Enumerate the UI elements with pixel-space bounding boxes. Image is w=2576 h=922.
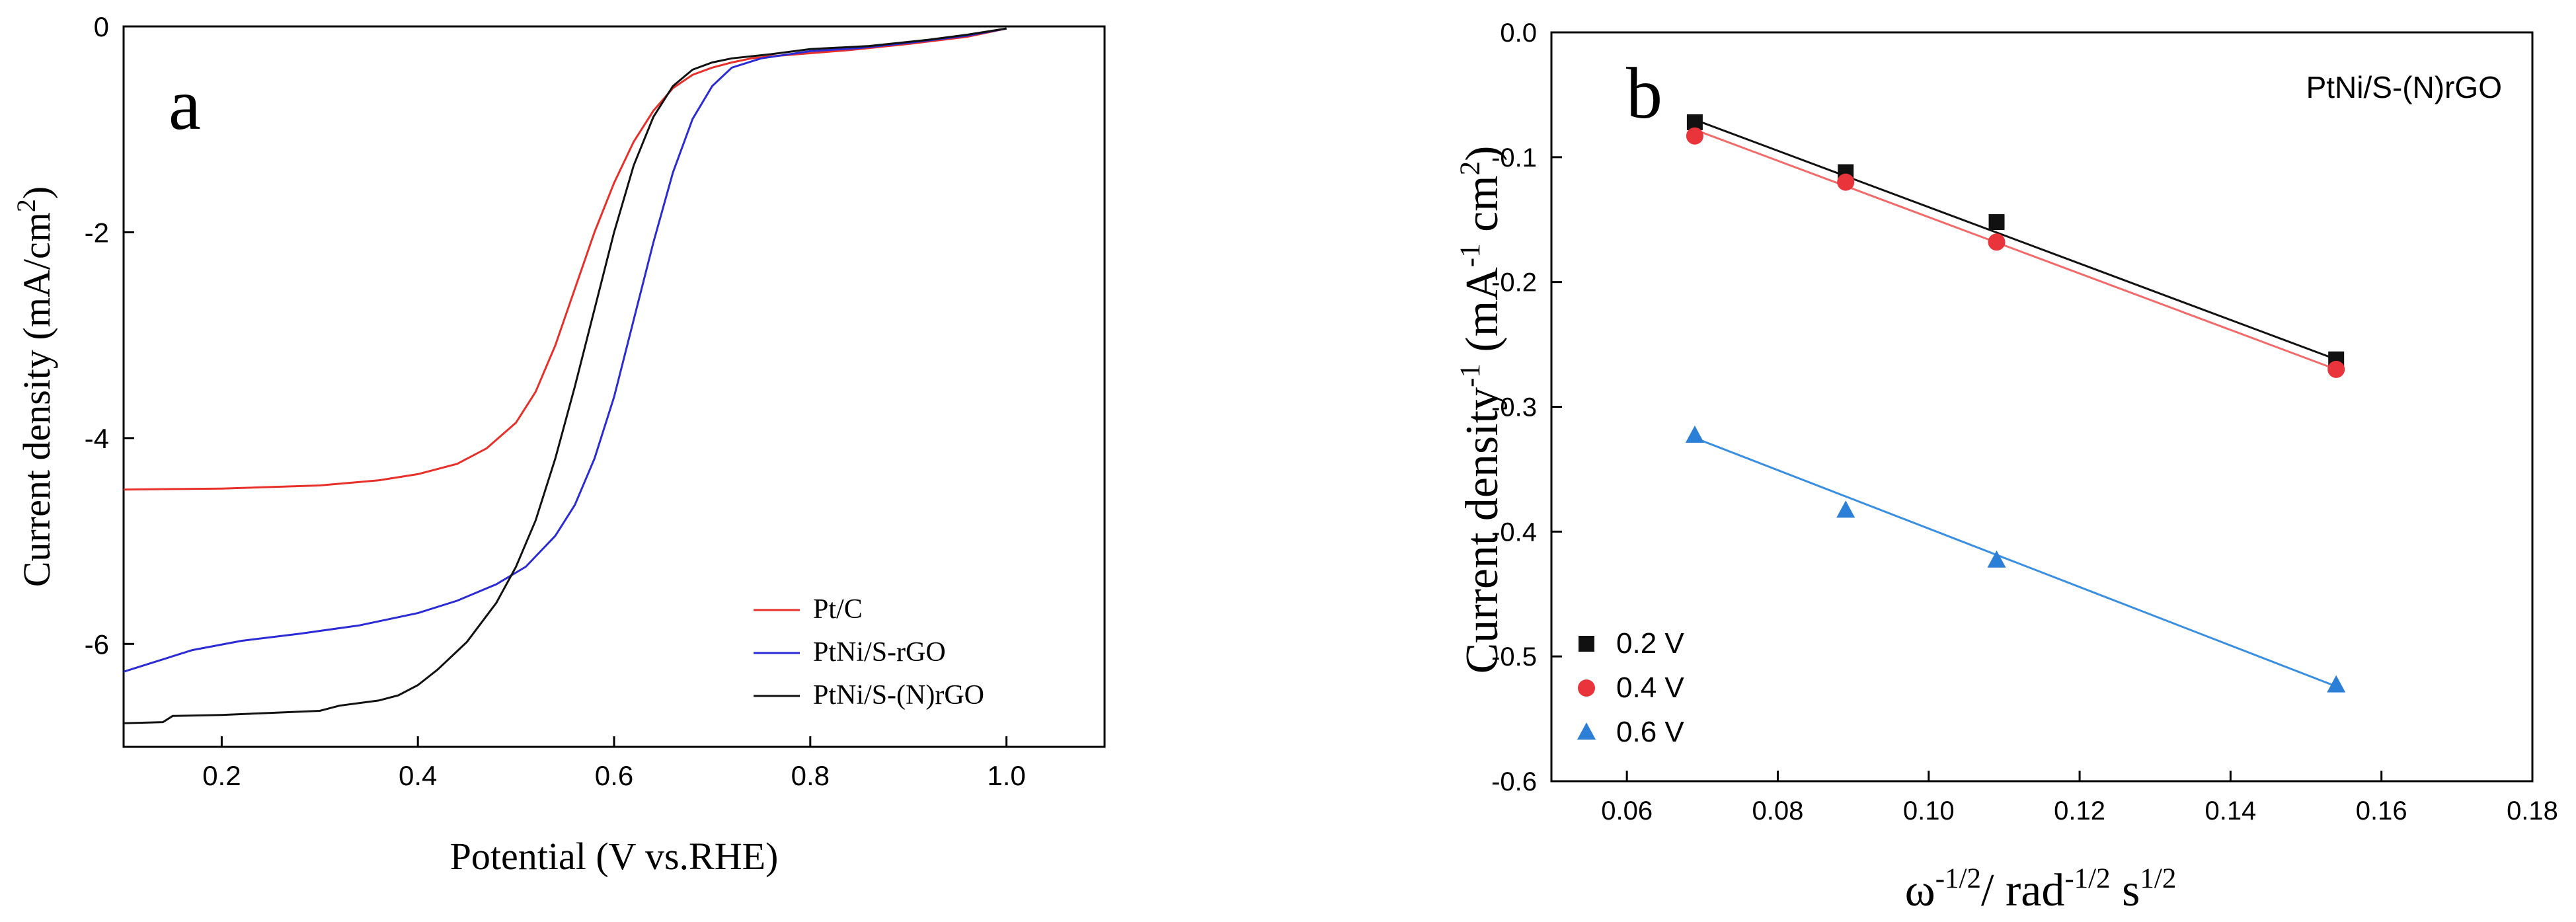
panel-b-data-point-3 <box>1987 550 2006 568</box>
panel-b-y-tick-label: -0.1 <box>1491 143 1537 173</box>
axis-label-part: (mA <box>1457 267 1508 364</box>
panel-b-legend-marker <box>1578 679 1595 697</box>
panel-b-y-tick-label: -0.6 <box>1491 767 1537 796</box>
panel-b-y-tick-label: -0.4 <box>1491 518 1537 547</box>
axis-label-part: 2 <box>1455 161 1486 176</box>
panel-b-ticks: 0.06 0.08 0.10 0.12 0.14 0.16 0.18 0.0 -0.1 -0.2 -… <box>1491 19 2558 826</box>
axis-label-part: -1/2 <box>2064 863 2110 894</box>
axis-label-part: -1 <box>1455 243 1486 267</box>
panel-a-series-line-1 <box>123 27 1007 491</box>
panel-a-y-tick-label: -4 <box>85 423 109 454</box>
panel-b-y-tick-label: -0.5 <box>1491 642 1537 672</box>
panel-b-x-tick-label: 0.16 <box>2356 796 2407 826</box>
panel-a-y-axis-label-tail: ) <box>15 186 58 199</box>
panel-a-x-tick-label: 0.6 <box>595 760 633 791</box>
panel-b-data-point-3 <box>2327 675 2346 693</box>
panel-b-annotation: PtNi/S-(N)rGO <box>2306 70 2502 104</box>
panel-a-y-tick-label: -6 <box>85 629 109 660</box>
axis-label-part: 1/2 <box>2140 863 2176 894</box>
panel-a-x-tick-label: 0.2 <box>202 760 241 791</box>
panel-b-x-tick-label: 0.10 <box>1903 796 1955 826</box>
panel-a-series-line-3 <box>123 27 1007 724</box>
panel-b-legend-label: 0.6 V <box>1616 716 1684 748</box>
panel-a-legend-label: PtNi/S-(N)rGO <box>813 680 984 711</box>
panel-a-y-axis-label: Current density (mA/cm2) <box>11 186 58 587</box>
panel-b-x-tick-label: 0.14 <box>2205 796 2256 826</box>
panel-a-chart: 0.2 0.4 0.6 0.8 1.0 0 -2 -4 -6 a Potential (V vs… <box>11 11 1106 878</box>
panel-b-y-axis-label: Current density-1 (mA-1 cm2) <box>1455 146 1508 674</box>
panel-b-y-tick-label: -0.3 <box>1491 393 1537 422</box>
panel-a-y-axis-label-sup: 2 <box>11 199 41 212</box>
panel-b-series <box>1685 114 2346 693</box>
panel-b-legend-label: 0.4 V <box>1616 672 1684 704</box>
axis-label-part: cm <box>1457 175 1508 243</box>
axis-label-part: Current density <box>1457 387 1508 674</box>
panel-b-chart: 0.06 0.08 0.10 0.12 0.14 0.16 0.180.0-0.1-0.2-… <box>1455 19 2558 916</box>
panel-b-legend: 0.2 V 0.4 V 0.6 V <box>1577 627 1684 748</box>
panel-a-legend-label: Pt/C <box>813 594 863 625</box>
axis-label-part: ω <box>1905 865 1935 916</box>
panel-b-data-point-2 <box>2327 360 2345 378</box>
panel-a-legend-label: PtNi/S-rGO <box>813 637 946 668</box>
panel-b-x-tick-label: 0.08 <box>1752 796 1804 826</box>
panel-b-fit-line-3 <box>1694 437 2337 687</box>
panel-a-series-line-2 <box>123 27 1007 673</box>
panel-a-plot-frame <box>122 25 1106 748</box>
axis-label-part: ) <box>1457 146 1508 161</box>
panel-b-data-point-3 <box>1836 500 1855 518</box>
panel-b-data-point-3 <box>1685 425 1704 443</box>
axis-label-part: -1/2 <box>1935 863 1981 894</box>
panel-b-x-tick-label: 0.12 <box>2054 796 2105 826</box>
panel-b-fit-line-2 <box>1694 128 2337 371</box>
panel-b-x-tick-label: 0.18 <box>2507 796 2558 826</box>
panel-b-legend-label: 0.2 V <box>1616 627 1684 660</box>
axis-label-part: s <box>2111 865 2140 916</box>
panel-a-label: a <box>169 64 201 145</box>
panel-b-data-point-2 <box>1988 233 2006 251</box>
panel-a-x-tick-label: 0.4 <box>399 760 437 791</box>
panel-a-x-tick-label: 0.8 <box>791 760 830 791</box>
axis-label-part: -1 <box>1455 364 1486 387</box>
panel-a-x-axis-label: Potential (V vs.RHE) <box>450 835 779 878</box>
panel-a-y-tick-label: -2 <box>85 217 109 248</box>
panel-b-y-tick-label: 0.0 <box>1500 19 1537 48</box>
panel-b-label: b <box>1626 53 1662 134</box>
panel-b-x-tick-label: 0.06 <box>1601 796 1653 826</box>
panel-a-series <box>123 27 1007 724</box>
panel-a-x-tick-label: 1.0 <box>987 760 1025 791</box>
panel-b-data-point-2 <box>1837 173 1855 191</box>
panel-b-fit-line-1 <box>1694 118 2337 361</box>
panel-b-data-point-2 <box>1686 127 1703 145</box>
panel-b-legend-marker <box>1579 636 1594 652</box>
panel-b-x-axis-label: ω-1/2/ rad-1/2 s1/2 <box>1905 863 2177 916</box>
panel-a-ticks: 0.2 0.4 0.6 0.8 1.0 0 -2 -4 -6 <box>85 11 1026 791</box>
axis-label-part: / rad <box>1981 865 2064 916</box>
panel-b-y-tick-label: -0.2 <box>1491 268 1537 297</box>
panel-b-data-point-1 <box>1988 214 2005 231</box>
panel-a-y-tick-label: 0 <box>94 11 109 42</box>
panel-b-plot-frame <box>1550 31 2534 783</box>
panel-b-legend-marker <box>1577 722 1596 740</box>
panel-a-y-axis-label-main: Current density (mA/cm <box>15 212 58 587</box>
panel-a-legend: Pt/C PtNi/S-rGO PtNi/S-(N)rGO <box>754 594 984 711</box>
